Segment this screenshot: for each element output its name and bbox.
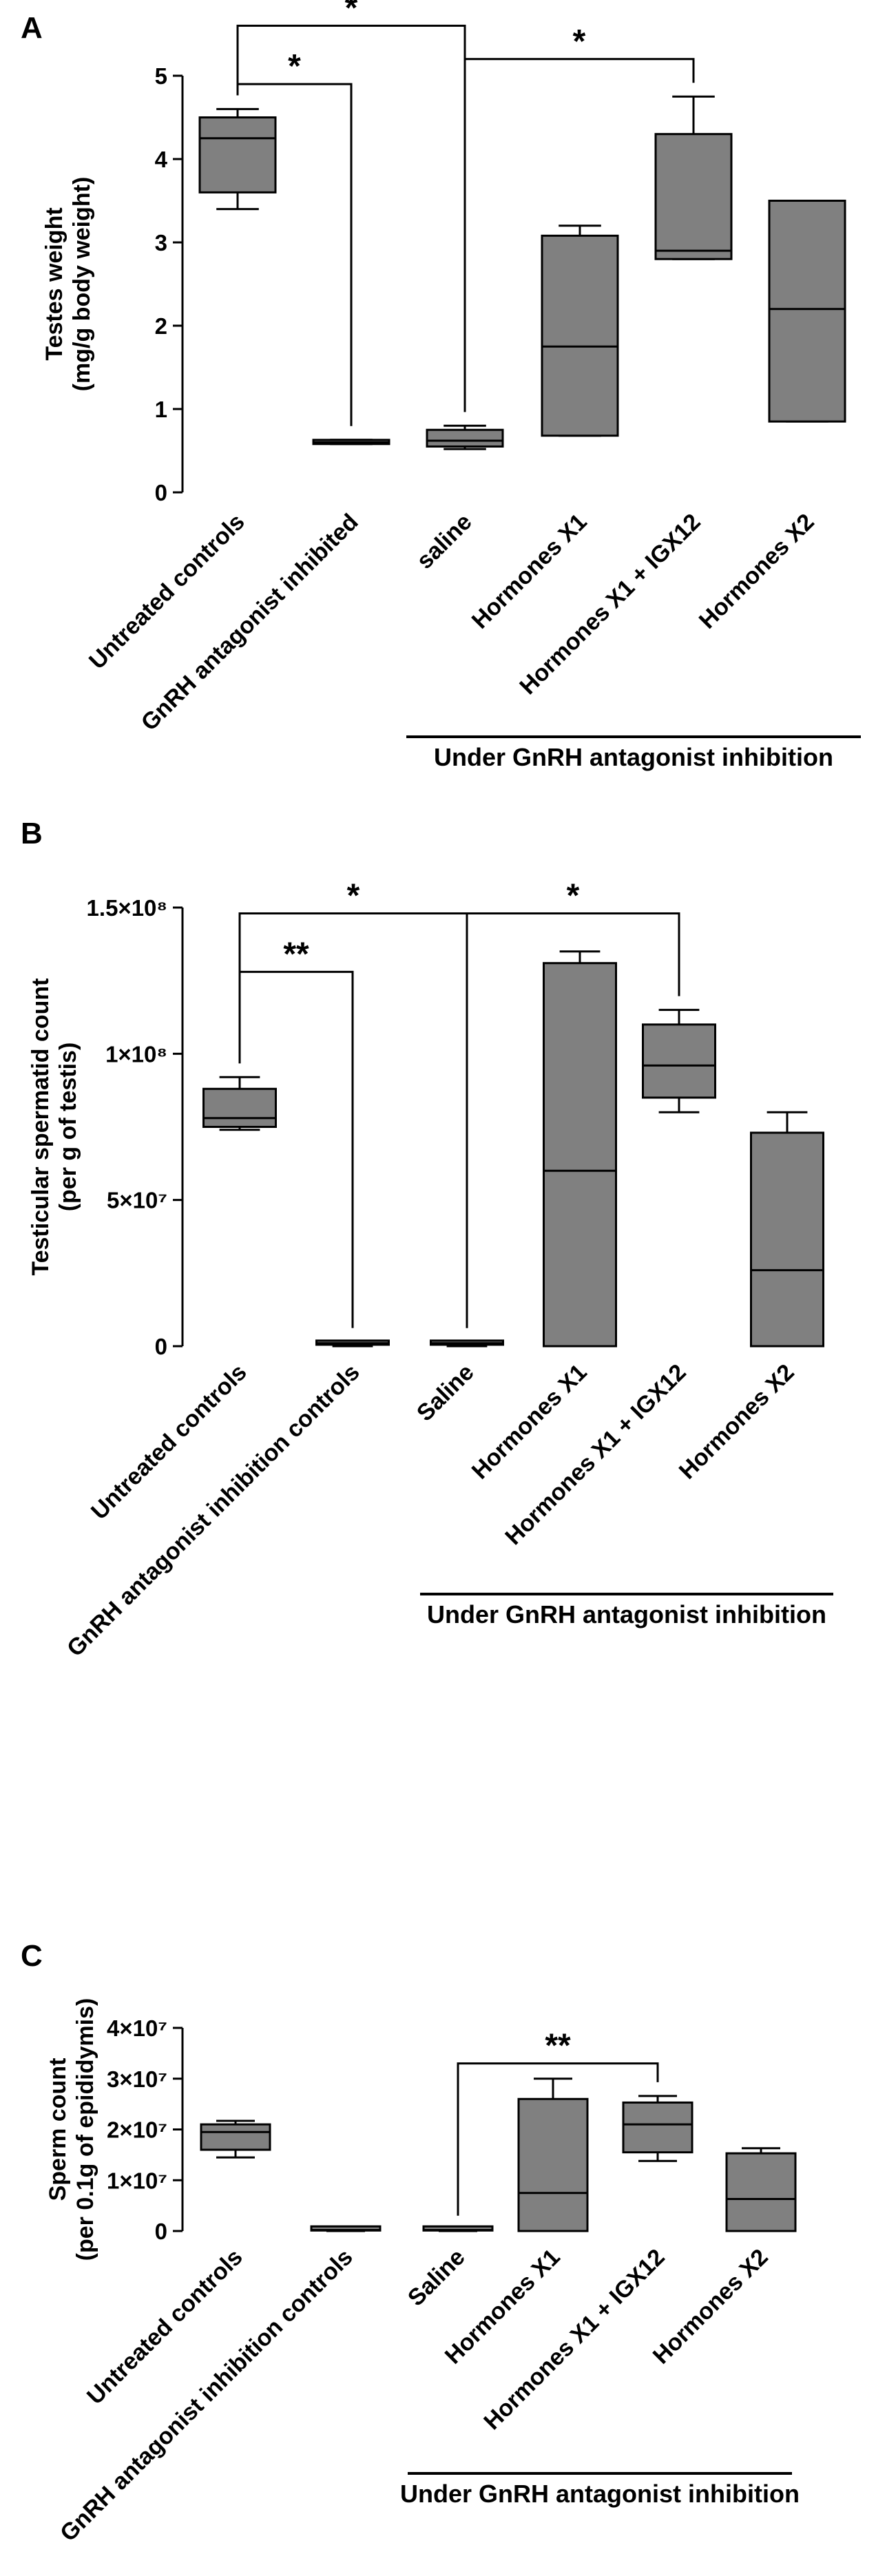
x-tick-label: saline	[412, 509, 477, 574]
x-tick-label: Hormones X1 + IGX12	[500, 1359, 691, 1550]
box-rect	[654, 133, 733, 260]
box-5	[654, 95, 733, 260]
box-rect	[750, 1131, 824, 1348]
box-2	[310, 2225, 382, 2232]
significance-bracket: *	[463, 23, 695, 412]
y-tick-label: 2	[155, 313, 167, 339]
y-axis-title-line: (mg/g body weight)	[69, 177, 95, 392]
box-4	[517, 2077, 589, 2232]
box-rect	[517, 2097, 589, 2232]
x-tick-label: GnRH antagonist inhibited	[136, 509, 364, 736]
y-axis-title-line: (per g of testis)	[55, 1043, 81, 1212]
box-6	[725, 2147, 797, 2232]
group-label: Under GnRH antagonist inhibition	[427, 1600, 826, 1629]
y-axis-title-line: Testicular spermatid count	[28, 978, 54, 1275]
box-rect	[426, 428, 504, 448]
x-tick-label: Saline	[403, 2244, 470, 2312]
y-tick-label: 1×10⁸	[105, 1041, 167, 1067]
panel-letter: C	[21, 1939, 43, 1973]
box-rect	[198, 116, 277, 193]
box-rect	[642, 1023, 716, 1099]
y-tick-label: 3	[155, 230, 167, 255]
panel-letter: B	[21, 817, 43, 850]
panel-letter: A	[21, 11, 43, 45]
box-3	[426, 424, 504, 450]
group-label: Under GnRH antagonist inhibition	[400, 2480, 800, 2508]
y-tick-label: 0	[155, 480, 167, 505]
y-axis-title: Testicular spermatid count (per g of test…	[28, 978, 81, 1275]
y-tick-label: 1	[155, 397, 167, 422]
x-tick-label: Hormones X2	[674, 1359, 800, 1485]
y-tick-label: 1.5×10⁸	[87, 895, 167, 921]
y-tick-label: 4×10⁷	[107, 2015, 167, 2041]
significance-label: *	[347, 877, 360, 914]
y-tick-label: 0	[155, 2219, 167, 2244]
significance-label: *	[567, 877, 580, 914]
significance-bracket: *	[466, 877, 680, 1328]
box-4	[541, 224, 619, 437]
chart-panel-a: A 0 1 2 3 4 5 Testes weight (mg/g body weight) Un…	[21, 0, 861, 771]
significance-bracket: **	[457, 2028, 659, 2216]
box-4	[543, 950, 617, 1348]
significance-label: *	[573, 23, 586, 60]
significance-bracket: *	[236, 48, 353, 426]
box-5	[622, 2095, 694, 2162]
y-tick-label: 3×10⁷	[107, 2066, 167, 2092]
box-1	[200, 2119, 271, 2159]
y-tick-label: 1×10⁷	[107, 2168, 167, 2193]
significance-bracket: **	[238, 936, 354, 1328]
y-tick-label: 5×10⁷	[107, 1188, 167, 1213]
box-rect	[202, 1087, 277, 1128]
box-rect	[541, 234, 619, 437]
bracket-line	[457, 2062, 659, 2216]
x-tick-label: Hormones X1	[467, 509, 592, 634]
box-2	[315, 1339, 390, 1348]
significance-label: *	[288, 48, 301, 85]
box-2	[312, 439, 390, 446]
y-tick-label: 4	[155, 147, 168, 172]
box-3	[430, 1339, 504, 1348]
box-6	[750, 1111, 824, 1348]
y-axis-title: Sperm count (per 0.1g of epididymis)	[45, 1998, 98, 2261]
box-5	[642, 1009, 716, 1113]
x-tick-label: Hormones X1 + IGX12	[479, 2244, 669, 2435]
y-tick-label: 0	[155, 1334, 167, 1359]
y-axis-title-line: Sperm count	[45, 2058, 71, 2201]
chart-panel-b: B 0 5×10⁷ 1×10⁸ 1.5×10⁸ Testicular spermatid …	[21, 817, 833, 1662]
group-label: Under GnRH antagonist inhibition	[434, 743, 833, 771]
significance-label: **	[545, 2028, 571, 2064]
bracket-line	[466, 912, 680, 1328]
significance-label: *	[345, 0, 358, 26]
bracket-line	[238, 970, 354, 1328]
bracket-line	[236, 83, 353, 426]
chart-panel-c: C 0 1×10⁷ 2×10⁷ 3×10⁷ 4×10⁷ Sperm count (per 0.…	[21, 1939, 800, 2546]
y-axis-title-line: (per 0.1g of epididymis)	[72, 1998, 98, 2261]
box-3	[422, 2225, 494, 2232]
y-axis-title: Testes weight (mg/g body weight)	[41, 177, 95, 392]
box-rect	[768, 200, 846, 423]
box-rect	[543, 962, 617, 1348]
box-1	[198, 107, 277, 211]
significance-label: **	[283, 936, 309, 972]
box-rect	[200, 2123, 271, 2151]
bracket-line	[463, 58, 695, 412]
x-tick-label: Hormones X1 + IGX12	[514, 509, 705, 700]
x-tick-label: Hormones X2	[694, 509, 820, 634]
x-tick-label: Saline	[412, 1359, 479, 1427]
box-rect	[622, 2101, 694, 2154]
y-tick-label: 2×10⁷	[107, 2117, 167, 2143]
box-rect	[725, 2152, 797, 2232]
box-6	[768, 200, 846, 423]
box-1	[202, 1076, 277, 1131]
y-axis-title-line: Testes weight	[41, 207, 67, 360]
y-tick-label: 5	[155, 63, 167, 89]
